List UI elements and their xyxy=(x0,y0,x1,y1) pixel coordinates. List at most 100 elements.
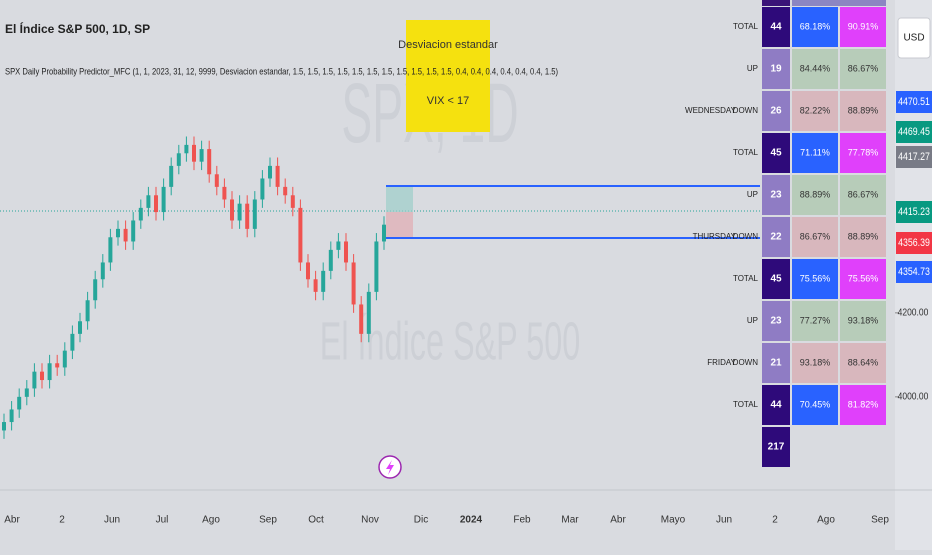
x-tick-label: Oct xyxy=(308,515,324,526)
price-tick-label: 4200.00 xyxy=(898,307,929,318)
candle-body xyxy=(290,195,295,208)
table-up-pct: 84.44% xyxy=(800,63,831,73)
candle-body xyxy=(366,291,371,334)
table-up-pct: 70.45% xyxy=(800,399,831,409)
table-direction: TOTAL xyxy=(733,400,759,409)
price-tag-label: 4469.45 xyxy=(898,126,930,138)
table-up-pct: 82.22% xyxy=(800,105,831,115)
candle-body xyxy=(93,279,98,301)
table-down-pct: 86.67% xyxy=(848,63,879,73)
table-cell xyxy=(840,385,886,425)
table-cell xyxy=(840,343,886,383)
table-cell xyxy=(792,133,838,173)
price-tags: 4470.51 4469.45 4417.27 4415.23 4356.39 4354.… xyxy=(896,91,932,283)
table-direction: DOWN xyxy=(733,358,759,367)
x-tick-label: Feb xyxy=(513,515,531,526)
table-count: 26 xyxy=(770,106,782,117)
table-down-pct: 93.18% xyxy=(848,315,879,325)
table-direction: UP xyxy=(747,190,758,199)
currency-button[interactable] xyxy=(897,17,931,59)
candle-body xyxy=(55,363,60,368)
candle-body xyxy=(2,422,6,431)
candle-body xyxy=(78,321,82,334)
candle-body xyxy=(169,165,174,187)
table-count: 19 xyxy=(770,64,782,75)
annotation-box xyxy=(406,20,490,132)
annotation-text: VIX < 17 xyxy=(427,95,470,107)
table-up-pct: 68.18% xyxy=(800,21,831,31)
table-down-pct: 88.89% xyxy=(848,231,879,241)
table-cell xyxy=(792,217,838,257)
x-tick-label: Dic xyxy=(414,515,428,526)
candle-body xyxy=(328,249,333,271)
x-tick-label: Abr xyxy=(4,515,20,526)
event-bolt xyxy=(386,460,394,475)
x-tick-label: Sep xyxy=(871,515,889,526)
table-cell xyxy=(762,175,790,215)
symbol-title: El Índice S&P 500, 1D, SP xyxy=(5,21,150,36)
table-cell xyxy=(840,7,886,47)
table-down-pct: 88.89% xyxy=(848,105,879,115)
price-tag-label: 4356.39 xyxy=(898,237,930,249)
price-tag xyxy=(896,91,932,113)
candle-body xyxy=(382,224,386,242)
candle-body xyxy=(32,371,37,389)
table-cell xyxy=(762,301,790,341)
candle-body xyxy=(252,199,257,229)
candle-body xyxy=(47,363,52,381)
table-direction: UP xyxy=(747,316,758,325)
x-tick-label: 2024 xyxy=(460,515,483,526)
table-direction: UP xyxy=(747,64,758,73)
table-direction: DOWN xyxy=(733,106,759,115)
table-cell xyxy=(840,259,886,299)
candle-body xyxy=(237,203,242,221)
table-cell xyxy=(762,0,790,6)
candle-body xyxy=(298,207,303,263)
table-cell xyxy=(792,301,838,341)
currency-label: USD xyxy=(903,33,924,44)
table-direction: DOWN xyxy=(733,232,759,241)
candle-body xyxy=(108,237,113,263)
price-tag xyxy=(896,232,932,254)
candle-body xyxy=(176,153,181,166)
candle-body xyxy=(344,241,348,263)
candle-body xyxy=(374,241,379,292)
table-cell xyxy=(840,217,886,257)
x-tick-label: Mayo xyxy=(661,515,686,526)
indicator-label: SPX Daily Probability Predictor_MFC (1, … xyxy=(5,67,558,78)
table-direction: TOTAL xyxy=(733,148,759,157)
candle-body xyxy=(100,262,105,280)
candle-body xyxy=(222,186,227,200)
x-tick-label: Ago xyxy=(202,515,220,526)
table-count: 23 xyxy=(770,316,782,327)
table-cell xyxy=(792,175,838,215)
table-cell xyxy=(840,91,886,131)
x-tick-label: 2 xyxy=(59,515,65,526)
x-tick-label: Abr xyxy=(610,515,626,526)
candle-body xyxy=(199,149,204,162)
price-tag-label: 4354.73 xyxy=(898,266,930,278)
candle-body xyxy=(275,165,280,187)
candle-body xyxy=(17,396,22,410)
table-cell xyxy=(762,385,790,425)
table-day: FRIDAY xyxy=(707,358,736,367)
table-cell xyxy=(762,49,790,89)
candle-body xyxy=(336,241,341,250)
table-day: WEDNESDAY xyxy=(685,106,737,115)
x-axis: Abr 2 Jun Jul Ago Sep Oct Nov Dic 2024 Feb Mar Abr Ma… xyxy=(4,515,889,526)
table-count: 45 xyxy=(770,148,782,159)
table-up-pct: 77.27% xyxy=(800,315,831,325)
x-tick-label: 2 xyxy=(772,515,778,526)
table-count: 44 xyxy=(770,22,782,33)
table-count: 22 xyxy=(770,232,782,243)
table-cell xyxy=(792,7,838,47)
table-count: 45 xyxy=(770,274,782,285)
x-tick-label: Sep xyxy=(259,515,277,526)
candle-body xyxy=(321,270,326,292)
table-direction: TOTAL xyxy=(733,274,759,283)
x-tick-label: Jun xyxy=(104,515,120,526)
candle-body xyxy=(123,228,128,242)
table-cell xyxy=(762,91,790,131)
table-cell xyxy=(792,385,838,425)
table-cell xyxy=(762,133,790,173)
